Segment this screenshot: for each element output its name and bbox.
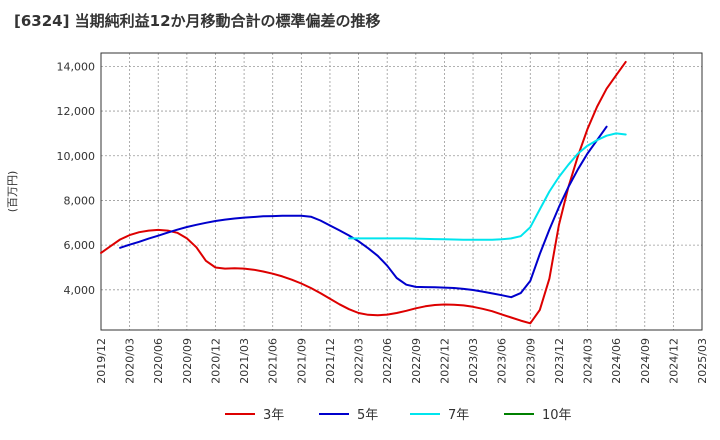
x-tick-label: 2023/09: [524, 338, 537, 384]
x-tick-label: 2025/03: [696, 338, 709, 384]
chart-title: [6324] 当期純利益12か月移動合計の標準偏差の推移: [14, 12, 381, 30]
y-axis-label: (百万円): [6, 171, 19, 213]
x-tick-label: 2023/03: [467, 338, 480, 384]
plot-frame: [100, 52, 703, 331]
legend-label-2: 5年: [357, 408, 378, 423]
x-tick-label: 2024/06: [610, 338, 623, 384]
plot-area: [101, 53, 702, 330]
legend-label-4: 10年: [542, 408, 572, 423]
x-tick-label: 2023/12: [553, 338, 566, 384]
x-tick-label: 2023/06: [496, 338, 509, 384]
x-tick-label: 2021/03: [238, 338, 251, 384]
y-tick-label: 12,000: [57, 105, 96, 118]
legend-label-3: 7年: [448, 408, 469, 423]
series-line-1: [100, 60, 627, 325]
y-tick-label: 14,000: [57, 60, 96, 73]
x-tick-label: 2024/12: [667, 338, 680, 384]
x-tick-label: 2024/03: [582, 338, 595, 384]
x-tick-label: 2022/12: [438, 338, 451, 384]
x-tick-label: 2022/09: [410, 338, 423, 384]
x-tick-label: 2024/09: [639, 338, 652, 384]
y-tick-label: 6,000: [64, 239, 96, 252]
legend-label-1: 3年: [263, 408, 284, 423]
x-tick-label: 2020/12: [209, 338, 222, 384]
y-tick-label: 10,000: [57, 150, 96, 163]
x-tick-label: 2021/12: [324, 338, 337, 384]
x-tick-label: 2022/03: [353, 338, 366, 384]
series-line-3: [348, 132, 627, 241]
x-tick-label: 2021/09: [295, 338, 308, 384]
y-tick-label: 4,000: [64, 284, 96, 297]
x-tick-label: 2020/09: [181, 338, 194, 384]
series-line-2: [119, 125, 608, 299]
x-tick-label: 2019/12: [95, 338, 108, 384]
x-tick-label: 2020/03: [124, 338, 137, 384]
x-tick-label: 2021/06: [267, 338, 280, 384]
y-tick-label: 8,000: [64, 194, 96, 207]
x-tick-label: 2022/06: [381, 338, 394, 384]
x-tick-label: 2020/06: [152, 338, 165, 384]
